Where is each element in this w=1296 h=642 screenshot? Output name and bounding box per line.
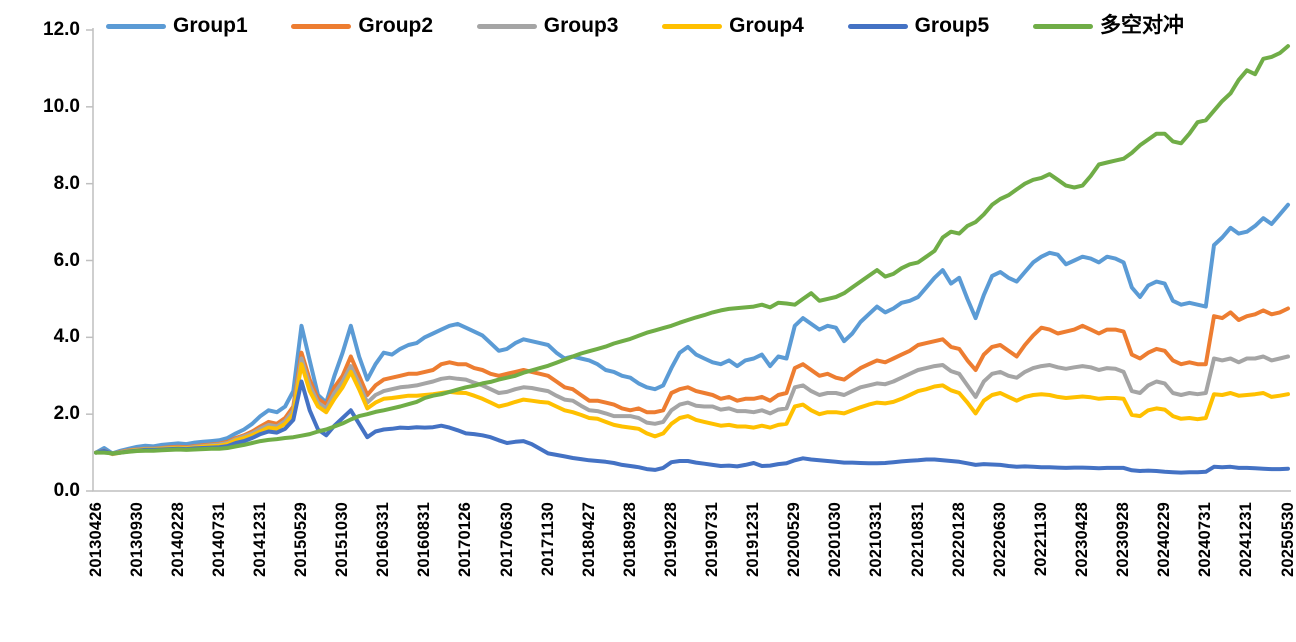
chart-legend: Group1 Group2 Group3 Group4 Group5 多空对冲	[106, 13, 1184, 39]
x-tick-label: 20160331	[374, 502, 393, 578]
legend-line-swatch	[662, 23, 723, 29]
legend-item-Group4: Group4	[662, 13, 804, 39]
x-tick-label: 20190731	[703, 502, 722, 578]
x-tick-label: 20221130	[1031, 502, 1050, 577]
x-tick-label: 20241231	[1237, 502, 1256, 578]
legend-label: Group3	[543, 14, 619, 37]
x-tick-label: 20240229	[1155, 502, 1174, 578]
x-tick-label: 20210831	[908, 502, 927, 578]
x-tick-label: 20141231	[250, 502, 269, 578]
x-tick-label: 20230428	[1072, 502, 1091, 578]
legend-label: Group2	[358, 14, 434, 37]
x-tick-label: 20220128	[949, 502, 968, 578]
legend-line-swatch	[291, 23, 352, 29]
series-line-Group1	[94, 202, 1290, 456]
legend-line-swatch	[1032, 23, 1093, 29]
legend-line-swatch	[476, 23, 537, 29]
x-tick-label: 20170126	[456, 502, 475, 578]
legend-item-多空对冲: 多空对冲	[1032, 13, 1184, 39]
x-tick-label: 20171130	[538, 502, 557, 577]
y-tick-label: 2.0	[53, 403, 80, 425]
y-tick-label: 4.0	[53, 326, 80, 348]
x-tick-label: 20140731	[209, 502, 228, 578]
x-tick-label: 20130426	[86, 502, 105, 578]
x-tick-label: 20140228	[168, 502, 187, 578]
y-tick-label: 10.0	[43, 95, 80, 117]
x-tick-label: 20190228	[661, 502, 680, 578]
legend-item-Group2: Group2	[291, 13, 433, 39]
series-line-多空对冲	[94, 44, 1290, 456]
x-tick-label: 20180427	[579, 502, 598, 578]
legend-item-Group1: Group1	[106, 13, 248, 39]
x-tick-label: 20170630	[497, 502, 516, 578]
x-tick-label: 20150529	[292, 502, 311, 578]
x-tick-label: 20250530	[1278, 502, 1296, 578]
y-tick-label: 12.0	[43, 19, 80, 40]
y-tick-label: 6.0	[53, 249, 80, 271]
x-tick-label: 20240731	[1196, 502, 1215, 578]
x-tick-label: 20180928	[620, 502, 639, 578]
legend-label: Group4	[729, 14, 804, 37]
x-tick-label: 20201030	[826, 502, 845, 578]
x-tick-label: 20230928	[1114, 502, 1133, 578]
x-tick-label: 20191231	[744, 502, 763, 578]
legend-item-Group3: Group3	[476, 13, 619, 39]
x-tick-label: 20210331	[867, 502, 886, 578]
legend-label: 多空对冲	[1099, 14, 1184, 37]
legend-item-Group5: Group5	[847, 13, 990, 39]
legend-line-swatch	[106, 23, 166, 29]
legend-label: Group1	[173, 14, 248, 37]
x-tick-label: 20151030	[333, 502, 352, 578]
x-tick-label: 20130930	[127, 502, 146, 578]
series-line-Group5	[94, 379, 1290, 475]
y-tick-label: 8.0	[53, 172, 80, 194]
x-tick-label: 20160831	[415, 502, 434, 578]
y-tick-label: 0.0	[53, 480, 80, 501]
x-tick-label: 20220630	[990, 502, 1009, 578]
x-tick-label: 20200529	[785, 502, 804, 578]
legend-label: Group5	[914, 14, 990, 37]
legend-line-swatch	[847, 23, 908, 29]
